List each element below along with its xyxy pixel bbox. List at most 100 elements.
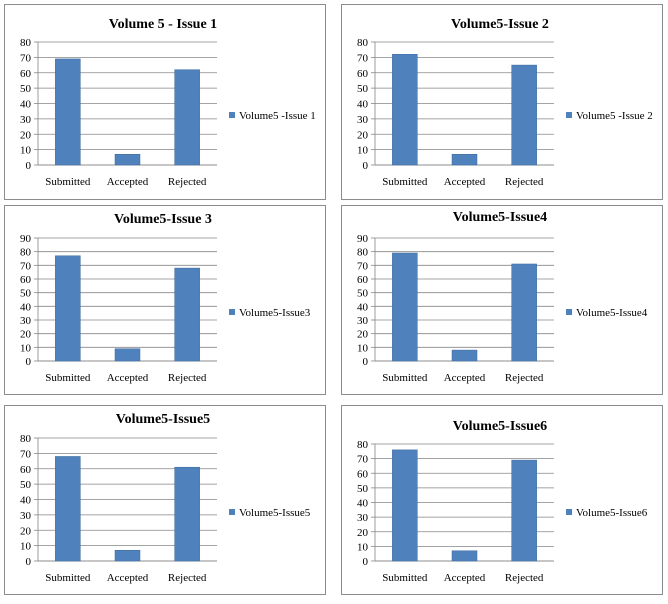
y-tick-label: 50 (20, 479, 32, 491)
y-tick-label: 30 (357, 114, 369, 126)
y-tick-label: 70 (20, 260, 32, 272)
bar-accepted (114, 153, 141, 166)
bar-chart: Volume5-Issue6 0 10 20 30 40 50 60 70 80 Submitted… (357, 419, 648, 584)
y-tick-label: 90 (357, 233, 369, 245)
y-tick-label: 70 (357, 260, 369, 272)
legend-label: Volume5-Issue5 (239, 507, 311, 519)
bar-submitted (55, 255, 81, 362)
chart-panel-3: Volume5-Issue 3 0 10 20 30 40 50 60 70 80 90 Submit… (4, 205, 326, 395)
bar-accepted (451, 153, 478, 166)
y-tick-label: 20 (357, 129, 369, 141)
bar-submitted (392, 252, 418, 362)
chart-title: Volume5-Issue 3 (114, 212, 212, 227)
x-category-label: Accepted (107, 176, 149, 188)
chart-panel-5: Volume5-Issue5 0 10 20 30 40 50 60 70 80 Submitted… (4, 405, 326, 595)
y-tick-label: 50 (20, 288, 32, 300)
y-tick-label: 60 (20, 464, 32, 476)
y-tick-label: 10 (357, 541, 369, 553)
bar-submitted (55, 58, 81, 166)
y-tick-label: 60 (357, 274, 369, 286)
chart-title: Volume5-Issue 2 (451, 17, 549, 32)
chart-panel-4: Volume5-Issue4 0 10 20 30 40 50 60 70 80 90 Submitt… (341, 205, 663, 395)
y-tick-label: 50 (357, 483, 369, 495)
y-tick-label: 50 (20, 83, 32, 95)
bar-accepted (114, 549, 141, 562)
x-category-label: Accepted (107, 372, 149, 384)
y-tick-label: 30 (20, 114, 32, 126)
y-tick-label: 10 (20, 342, 32, 354)
y-tick-label: 40 (20, 99, 32, 111)
legend-swatch (229, 112, 235, 118)
x-category-label: Submitted (45, 176, 91, 188)
y-tick-label: 60 (20, 274, 32, 286)
y-tick-label: 40 (20, 495, 32, 507)
chart-panel-1: Volume 5 - Issue 1 0 10 20 30 40 50 60 70 80 Submi… (4, 4, 326, 200)
y-tick-label: 30 (357, 315, 369, 327)
y-tick-label: 20 (20, 329, 32, 341)
bar-accepted (451, 550, 478, 562)
legend-swatch (566, 309, 572, 315)
y-tick-label: 0 (26, 556, 32, 568)
y-tick-label: 90 (20, 233, 32, 245)
y-tick-label: 20 (20, 129, 32, 141)
bar-submitted (55, 456, 81, 562)
y-tick-label: 30 (20, 315, 32, 327)
x-category-label: Rejected (168, 572, 207, 584)
bar-rejected (174, 69, 200, 166)
y-tick-label: 20 (357, 527, 369, 539)
bar-submitted (392, 54, 418, 166)
y-tick-label: 70 (20, 52, 32, 64)
chart-panel-6: Volume5-Issue6 0 10 20 30 40 50 60 70 80 Submitted… (341, 405, 663, 595)
chart-title: Volume5-Issue6 (453, 419, 547, 434)
x-category-label: Accepted (444, 176, 486, 188)
legend-swatch (229, 309, 235, 315)
y-tick-label: 40 (20, 301, 32, 313)
y-tick-label: 10 (357, 145, 369, 157)
legend-label: Volume5 -Issue 1 (239, 110, 316, 122)
legend-label: Volume5 -Issue 2 (576, 110, 653, 122)
x-category-label: Submitted (382, 572, 428, 584)
x-category-label: Submitted (45, 572, 91, 584)
bar-accepted (114, 348, 141, 362)
chart-panel-2: Volume5-Issue 2 0 10 20 30 40 50 60 70 80 Submitte… (341, 4, 663, 200)
y-tick-label: 0 (363, 160, 369, 172)
bar-chart: Volume5-Issue 2 0 10 20 30 40 50 60 70 80 Submitte… (357, 17, 653, 188)
bar-accepted (451, 349, 478, 362)
x-category-label: Rejected (505, 176, 544, 188)
y-tick-label: 80 (357, 247, 369, 259)
x-category-label: Rejected (168, 372, 207, 384)
y-tick-label: 50 (357, 83, 369, 95)
y-tick-label: 80 (357, 37, 369, 49)
legend-label: Volume5-Issue4 (576, 307, 648, 319)
legend-swatch (566, 509, 572, 515)
y-tick-label: 50 (357, 288, 369, 300)
x-category-label: Rejected (168, 176, 207, 188)
y-tick-label: 10 (20, 541, 32, 553)
y-tick-label: 0 (363, 356, 369, 368)
y-tick-label: 30 (20, 510, 32, 522)
legend-label: Volume5-Issue3 (239, 307, 311, 319)
y-tick-label: 40 (357, 498, 369, 510)
bar-rejected (174, 267, 200, 362)
chart-title: Volume5-Issue5 (116, 412, 210, 427)
y-tick-label: 0 (26, 356, 32, 368)
y-tick-label: 10 (357, 342, 369, 354)
y-tick-label: 40 (357, 301, 369, 313)
y-tick-label: 20 (357, 329, 369, 341)
legend-swatch (229, 509, 235, 515)
y-tick-label: 80 (20, 247, 32, 259)
bar-chart: Volume5-Issue5 0 10 20 30 40 50 60 70 80 Submitted… (20, 412, 311, 584)
bar-chart: Volume 5 - Issue 1 0 10 20 30 40 50 60 70 80 Submi… (20, 17, 316, 188)
x-category-label: Submitted (382, 372, 428, 384)
legend-label: Volume5-Issue6 (576, 507, 648, 519)
x-category-label: Rejected (505, 572, 544, 584)
legend-swatch (566, 112, 572, 118)
y-tick-label: 40 (357, 99, 369, 111)
y-tick-label: 80 (20, 37, 32, 49)
y-tick-label: 70 (20, 448, 32, 460)
x-category-label: Submitted (45, 372, 91, 384)
x-category-label: Accepted (107, 572, 149, 584)
y-tick-label: 30 (357, 512, 369, 524)
bar-rejected (511, 459, 537, 562)
